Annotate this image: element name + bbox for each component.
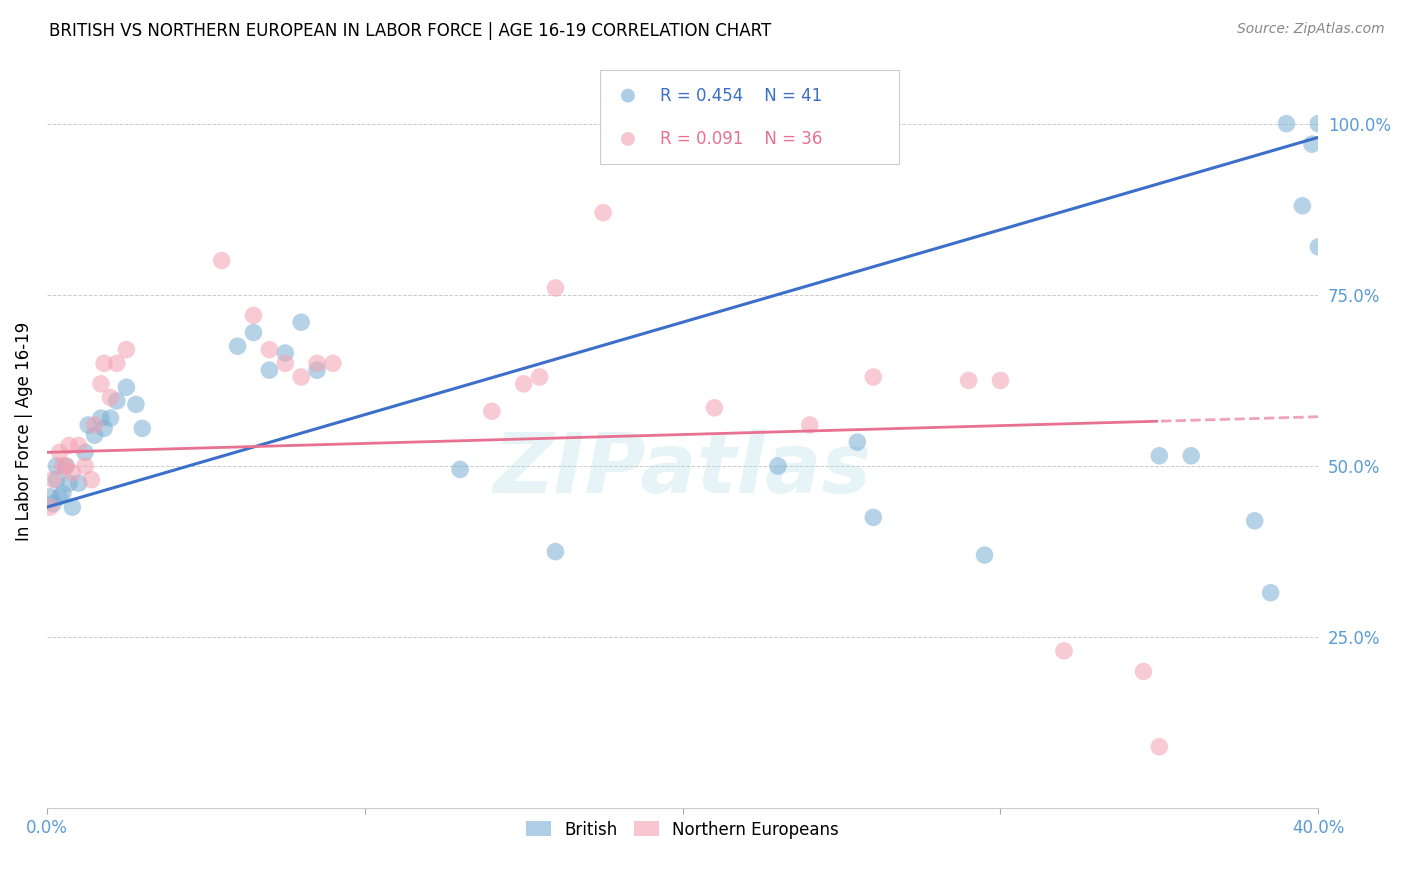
Text: R = 0.091    N = 36: R = 0.091 N = 36 — [659, 130, 823, 148]
Point — [1308, 117, 1330, 131]
Point — [1149, 739, 1171, 754]
Point — [52, 458, 75, 473]
Point — [274, 356, 297, 370]
Point — [226, 339, 249, 353]
Point — [105, 394, 128, 409]
Point — [481, 404, 503, 418]
Text: R = 0.454    N = 41: R = 0.454 N = 41 — [659, 87, 823, 104]
Point — [115, 380, 138, 394]
Point — [55, 458, 77, 473]
Point — [131, 421, 153, 435]
Point — [42, 473, 65, 487]
Point — [83, 428, 105, 442]
Point — [67, 438, 90, 452]
Point — [862, 510, 884, 524]
Point — [846, 435, 869, 450]
Point — [1275, 117, 1298, 131]
Point — [799, 417, 821, 432]
Point — [529, 370, 551, 384]
Point — [52, 486, 75, 500]
Point — [83, 417, 105, 432]
Point — [544, 281, 567, 295]
Point — [211, 253, 233, 268]
Point — [55, 458, 77, 473]
Point — [1260, 585, 1282, 599]
Point — [990, 373, 1012, 387]
Point — [93, 421, 115, 435]
Point — [449, 462, 471, 476]
Text: ZIPatlas: ZIPatlas — [494, 429, 872, 510]
Point — [60, 500, 83, 515]
Point — [259, 363, 281, 377]
Point — [703, 401, 725, 415]
Point — [1291, 199, 1313, 213]
Point — [45, 473, 67, 487]
Point — [973, 548, 995, 562]
Point — [93, 356, 115, 370]
Point — [1243, 514, 1265, 528]
FancyBboxPatch shape — [600, 70, 898, 164]
Point — [1132, 665, 1154, 679]
Point — [242, 326, 264, 340]
Point — [766, 458, 789, 473]
Text: BRITISH VS NORTHERN EUROPEAN IN LABOR FORCE | AGE 16-19 CORRELATION CHART: BRITISH VS NORTHERN EUROPEAN IN LABOR FO… — [49, 22, 772, 40]
Point — [58, 438, 80, 452]
Point — [322, 356, 344, 370]
Point — [307, 356, 329, 370]
Point — [42, 497, 65, 511]
Point — [1308, 240, 1330, 254]
Point — [39, 500, 62, 515]
Point — [105, 356, 128, 370]
Point — [307, 363, 329, 377]
Point — [80, 473, 103, 487]
Point — [39, 490, 62, 504]
Point — [242, 309, 264, 323]
Y-axis label: In Labor Force | Age 16-19: In Labor Force | Age 16-19 — [15, 322, 32, 541]
Point — [957, 373, 980, 387]
Point — [512, 376, 534, 391]
Point — [90, 376, 112, 391]
Point — [90, 411, 112, 425]
Point — [1180, 449, 1202, 463]
Point — [1301, 137, 1323, 152]
Point — [48, 445, 70, 459]
Point — [100, 411, 122, 425]
Point — [1149, 449, 1171, 463]
Point — [115, 343, 138, 357]
Point — [73, 458, 96, 473]
Point — [100, 391, 122, 405]
Point — [67, 476, 90, 491]
Point — [60, 466, 83, 480]
Point — [290, 315, 312, 329]
Point — [544, 544, 567, 558]
Point — [125, 397, 148, 411]
Point — [862, 370, 884, 384]
Legend: British, Northern Europeans: British, Northern Europeans — [519, 814, 846, 846]
Text: Source: ZipAtlas.com: Source: ZipAtlas.com — [1237, 22, 1385, 37]
Point — [48, 490, 70, 504]
Point — [592, 205, 614, 219]
Point — [77, 417, 100, 432]
Point — [1053, 644, 1076, 658]
Point — [73, 445, 96, 459]
Point — [45, 458, 67, 473]
Point — [290, 370, 312, 384]
Point — [58, 476, 80, 491]
Point — [274, 346, 297, 360]
Point — [259, 343, 281, 357]
